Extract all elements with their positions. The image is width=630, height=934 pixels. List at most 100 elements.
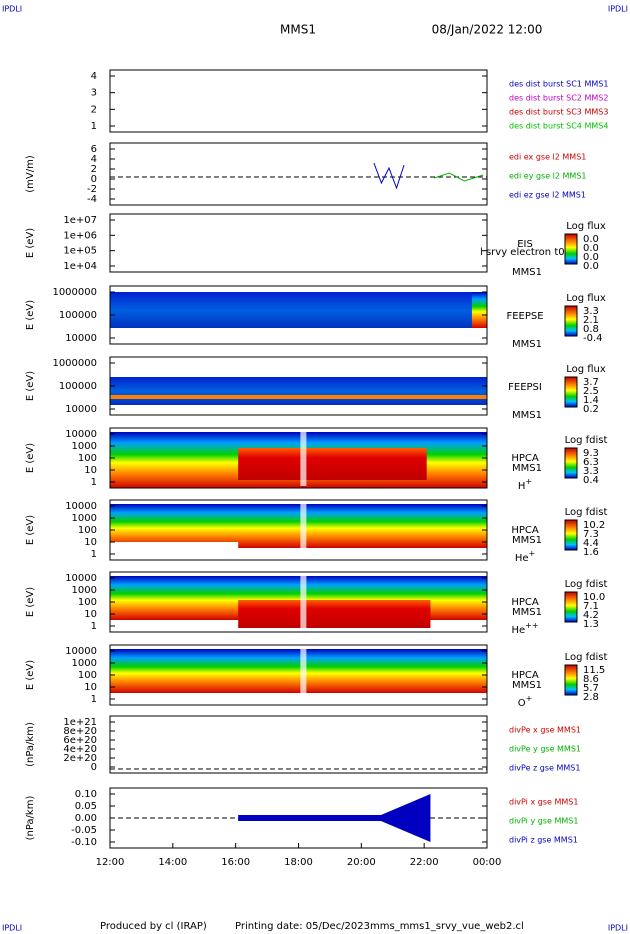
y-tick-label: -0.10 [71,837,97,848]
instrument-label: HPCA [511,453,539,464]
title: MMS1 [280,23,316,37]
y-tick-label: 1e+05 [63,246,97,257]
spectrogram [110,504,487,548]
y-tick-label: 1000 [72,441,97,452]
panel-frame [109,142,488,206]
colorbar-label: 4.2 [583,610,599,621]
gap [300,432,307,486]
legend-entry: divPi y gse MMS1 [509,817,578,826]
gap [300,576,307,630]
colorbar-label: 3.3 [583,306,599,317]
colorbar-label: 0.0 [583,252,599,263]
y-tick-label: 4e+20 [63,744,97,755]
overlay-label: l srvy electron t0 [480,247,565,258]
y-tick-label: 100 [78,670,97,681]
legend-entry: divPi z gse MMS1 [509,836,578,845]
panel-frame [109,213,488,273]
colorbar-label: 10.2 [583,520,605,531]
corner-label: IPDLI [2,5,22,14]
colorbar-label: 1.6 [583,547,599,558]
corner-label: IPDLI [608,5,628,14]
y-tick-label: 2 [91,104,97,115]
y-axis-label: E (eV) [25,371,36,401]
colorbar-label: 0.4 [583,475,599,486]
y-tick-label: 100 [78,597,97,608]
gap [300,504,307,558]
colorbar-label: 5.7 [583,683,599,694]
colorbar [564,447,578,479]
spectrogram [110,292,487,328]
y-tick-label: 100000 [59,310,97,321]
y-tick-label: 1 [91,621,97,632]
y-axis-label: E (eV) [25,443,36,473]
colorbar [564,664,578,696]
colorbar-title: Log fdist [565,435,608,446]
y-axis-label: E (eV) [25,587,36,617]
colorbar-label: 1.4 [583,395,599,406]
y-tick-label: 2e+20 [63,753,97,764]
y-tick-label: 10000 [65,404,97,415]
y-tick-label: 10000 [65,333,97,344]
y-tick-label: 10 [84,682,97,693]
y-axis-label: (mV/m) [25,155,36,193]
legend-entry: divPe x gse MMS1 [509,726,581,735]
colorbar-label: 7.3 [583,529,599,540]
instrument-label: MMS1 [512,339,542,350]
instrument-label: MMS1 [512,410,542,421]
colorbar-title: Log flux [566,364,606,375]
y-tick-label: 100 [78,525,97,536]
y-tick-label: 1000 [72,585,97,596]
trace [434,172,484,182]
x-tick-label: 20:00 [347,857,376,868]
instrument-label: HPCA [511,525,539,536]
y-tick-label: 1 [91,477,97,488]
species-charge: + [526,694,533,703]
y-tick-label: 10000 [65,501,97,512]
x-tick-label: 14:00 [158,857,187,868]
colorbar-label: 0.0 [583,261,599,272]
instrument-label: MMS1 [512,463,542,474]
colorbar-label: 6.3 [583,457,599,468]
panel-frame [109,715,488,774]
colorbar [564,233,578,265]
blank [110,542,239,560]
x-tick-label: 18:00 [284,857,313,868]
legend-entry: des dist burst SC1 MMS1 [509,80,608,89]
y-tick-label: -4 [87,194,97,205]
y-tick-label: 10 [84,609,97,620]
x-tick-label: 22:00 [410,857,439,868]
panel-frame [109,69,488,133]
y-tick-label: 100 [78,453,97,464]
x-tick-label: 00:00 [473,857,502,868]
instrument-label: MMS1 [512,267,542,278]
instrument-label: HPCA [511,670,539,681]
y-tick-label: 0 [91,174,97,185]
colorbar [564,305,578,337]
y-tick-label: 100000 [59,381,97,392]
colorbar [564,376,578,408]
y-axis-label: (nPa/km) [25,722,36,767]
y-tick-label: 6e+20 [63,735,97,746]
instrument-label: EIS [517,239,533,250]
y-tick-label: 1000 [72,513,97,524]
colorbar-label: 9.3 [583,448,599,459]
instrument-label: FEEPSI [508,382,542,393]
y-tick-label: 10 [84,465,97,476]
colorbar-title: Log fdist [565,507,608,518]
legend-entry: des dist burst SC3 MMS3 [509,108,608,117]
corner-label: IPDLI [2,924,22,933]
colorbar-label: 2.8 [583,692,599,703]
colorbar-title: Log fdist [565,652,608,663]
instrument-label: MMS1 [512,680,542,691]
trace [373,162,405,190]
corner-label: IPDLI [608,924,628,933]
instrument-label: HPCA [511,597,539,608]
colorbar-title: Log flux [566,221,606,232]
species-charge: + [528,549,535,558]
species-charge: + [525,477,532,486]
species-label: O+ [518,694,533,710]
colorbar-label: 1.3 [583,619,599,630]
y-axis-label: (nPa/km) [25,796,36,841]
legend-entry: des dist burst SC4 MMS4 [509,122,608,131]
